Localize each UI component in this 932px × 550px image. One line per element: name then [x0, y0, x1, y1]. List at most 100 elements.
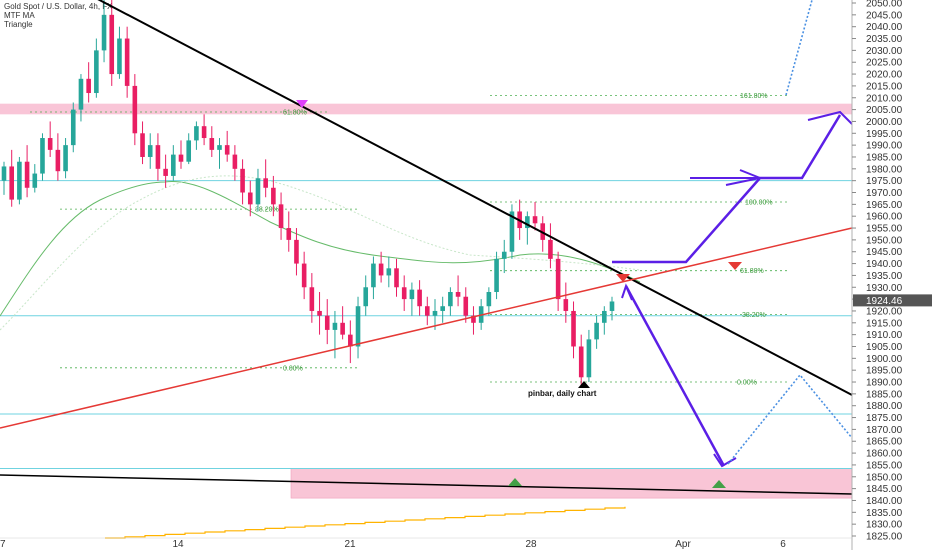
candle-body[interactable]: [124, 38, 130, 86]
candle-body[interactable]: [463, 296, 469, 316]
price-axis-label: 1920.00: [866, 306, 903, 317]
candle-body[interactable]: [178, 154, 184, 162]
candle-body[interactable]: [348, 334, 353, 347]
candle-body[interactable]: [155, 145, 161, 169]
price-axis-label: 1845.00: [866, 484, 903, 495]
candle-body[interactable]: [571, 310, 576, 347]
candle-body[interactable]: [171, 154, 176, 176]
candle-body[interactable]: [555, 258, 561, 300]
candle-body[interactable]: [1, 166, 7, 181]
candle-body[interactable]: [486, 292, 492, 307]
candle-body[interactable]: [117, 38, 122, 75]
candle-body[interactable]: [563, 299, 569, 311]
candle-body[interactable]: [525, 216, 530, 229]
candle-body[interactable]: [609, 301, 615, 311]
candle-body[interactable]: [401, 287, 407, 300]
candle-body[interactable]: [332, 322, 338, 330]
price-axis-label: 1875.00: [866, 413, 903, 424]
fib-level-label: 0.00%: [283, 365, 303, 372]
candle-body[interactable]: [209, 138, 215, 150]
candle-body[interactable]: [602, 310, 607, 323]
ascending-trendline: [0, 227, 853, 429]
candle-body[interactable]: [17, 161, 22, 200]
pinbar-annotation: pinbar, daily chart: [528, 389, 597, 398]
candle-body[interactable]: [186, 140, 192, 162]
candle-body[interactable]: [286, 228, 292, 240]
candle-body[interactable]: [532, 216, 538, 224]
candle-body[interactable]: [9, 166, 14, 200]
candle-body[interactable]: [278, 204, 284, 229]
price-axis-label: 1930.00: [866, 283, 903, 294]
candle-body[interactable]: [340, 322, 345, 335]
orange-step-line: [105, 506, 626, 539]
fib-level-label: 100.00%: [745, 199, 773, 206]
candle-body[interactable]: [501, 251, 507, 259]
candle-body[interactable]: [424, 306, 430, 316]
candle-body[interactable]: [94, 50, 99, 94]
price-axis-label: 1905.00: [866, 342, 903, 353]
candle-body[interactable]: [201, 126, 207, 139]
candle-body[interactable]: [378, 263, 384, 276]
candle-body[interactable]: [548, 239, 553, 259]
candle-body[interactable]: [509, 211, 515, 252]
candle-body[interactable]: [409, 289, 415, 300]
candle-body[interactable]: [594, 322, 599, 340]
lower-support-trendline: [0, 474, 853, 495]
candle-body[interactable]: [163, 168, 168, 176]
candle-body[interactable]: [224, 145, 230, 155]
price-axis-label: 1850.00: [866, 472, 903, 483]
price-axis-label: 1855.00: [866, 460, 903, 471]
candle-body[interactable]: [586, 339, 592, 378]
time-axis-label: 7: [0, 539, 6, 550]
candle-body[interactable]: [309, 287, 315, 311]
fib-level-label: 38.20%: [742, 312, 766, 319]
candle-body[interactable]: [132, 85, 138, 134]
price-axis-label: 1830.00: [866, 520, 903, 531]
candle-body[interactable]: [386, 268, 392, 276]
candle-body[interactable]: [440, 306, 445, 311]
candle-body[interactable]: [324, 315, 330, 330]
candle-body[interactable]: [294, 239, 299, 264]
candle-body[interactable]: [494, 258, 499, 293]
candle-body[interactable]: [448, 292, 453, 307]
candle-body[interactable]: [101, 14, 107, 51]
candle-body[interactable]: [147, 145, 153, 157]
candle-body[interactable]: [247, 192, 253, 205]
candle-body[interactable]: [417, 289, 422, 307]
candle-body[interactable]: [232, 154, 238, 169]
candle-body[interactable]: [40, 138, 45, 174]
candle-body[interactable]: [55, 149, 61, 172]
candle-body[interactable]: [140, 133, 145, 157]
candle-body[interactable]: [47, 138, 53, 150]
last-price-label: 1924.46: [866, 296, 903, 307]
candle-body[interactable]: [317, 310, 322, 316]
candle-body[interactable]: [578, 346, 584, 378]
candle-body[interactable]: [471, 315, 476, 323]
candle-body[interactable]: [271, 187, 276, 205]
candle-body[interactable]: [355, 306, 361, 347]
price-axis-label: 1910.00: [866, 330, 903, 341]
price-axis-label: 1890.00: [866, 378, 903, 389]
candle-body[interactable]: [394, 268, 399, 288]
candle-body[interactable]: [217, 145, 222, 150]
candle-body[interactable]: [363, 287, 369, 307]
candle-body[interactable]: [63, 145, 68, 172]
candle-body[interactable]: [109, 14, 115, 75]
fib-level-label: 38.20%: [255, 207, 279, 214]
candle-body[interactable]: [255, 178, 261, 205]
candle-body[interactable]: [455, 292, 461, 297]
candle-body[interactable]: [78, 78, 84, 110]
candle-body[interactable]: [301, 263, 307, 288]
candle-body[interactable]: [194, 126, 199, 141]
candle-body[interactable]: [371, 263, 376, 288]
candle-body[interactable]: [86, 78, 91, 94]
candle-body[interactable]: [432, 310, 438, 316]
candle-body[interactable]: [24, 161, 30, 188]
price-axis-label: 1825.00: [866, 532, 903, 543]
candle-body[interactable]: [32, 173, 38, 188]
candle-body[interactable]: [263, 178, 268, 188]
candle-body[interactable]: [240, 168, 245, 193]
red-arrow-marker: [728, 262, 742, 270]
candle-body[interactable]: [70, 109, 76, 146]
